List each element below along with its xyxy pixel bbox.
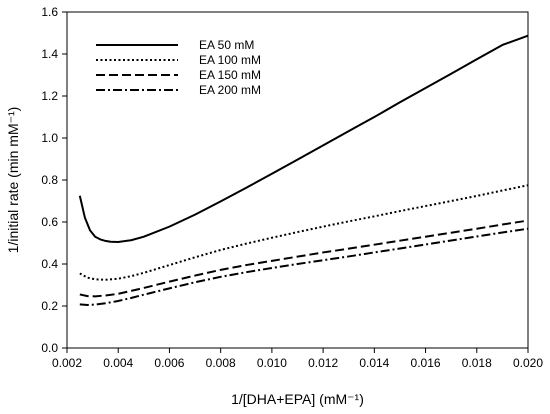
y-tick-label: 1.0 <box>41 131 58 145</box>
series-line-4 <box>79 227 529 306</box>
y-axis-title: 1/initial rate (min mM⁻¹) <box>5 107 21 254</box>
y-tick-label: 0.4 <box>41 257 58 271</box>
legend-label: EA 200 mM <box>199 83 261 97</box>
series-line-2 <box>79 184 529 281</box>
x-tick-label: 0.012 <box>308 356 338 370</box>
series-layer <box>78 34 529 306</box>
y-tick-label: 1.2 <box>41 89 58 103</box>
x-tick-label: 0.006 <box>154 356 184 370</box>
legend-label: EA 150 mM <box>199 68 261 82</box>
legend-label: EA 100 mM <box>199 53 261 67</box>
x-tick-label: 0.018 <box>462 356 492 370</box>
y-tick-label: 1.4 <box>41 47 58 61</box>
x-tick-label: 0.002 <box>52 356 82 370</box>
series-line-3 <box>79 219 529 298</box>
series-line-1 <box>78 34 529 243</box>
x-axis-title: 1/[DHA+EPA] (mM⁻¹) <box>231 391 364 407</box>
x-tick-label: 0.016 <box>411 356 441 370</box>
x-tick-label: 0.014 <box>359 356 389 370</box>
x-tick-label: 0.004 <box>103 356 133 370</box>
x-tick-label: 0.010 <box>257 356 287 370</box>
legend-label: EA 50 mM <box>199 38 254 52</box>
y-tick-label: 0.0 <box>41 341 58 355</box>
x-tick-label: 0.008 <box>206 356 236 370</box>
y-tick-label: 0.2 <box>41 299 58 313</box>
y-tick-label: 0.8 <box>41 173 58 187</box>
y-tick-label: 0.6 <box>41 215 58 229</box>
x-axis: 0.002 0.004 0.006 0.008 0.010 0.012 0.014 0.016… <box>52 348 543 370</box>
y-axis: 0.0 0.2 0.4 0.6 0.8 1.0 1.2 1.4 1.6 <box>41 5 67 355</box>
x-tick-label: 0.020 <box>513 356 543 370</box>
y-tick-label: 1.6 <box>41 5 58 19</box>
